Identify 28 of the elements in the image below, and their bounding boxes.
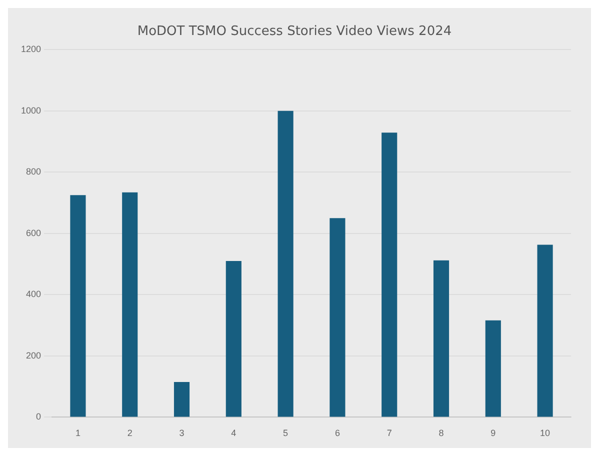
x-tick-label: 7 [386, 428, 392, 438]
bar [278, 110, 294, 417]
bar [382, 132, 398, 417]
y-tick-label: 1000 [20, 105, 42, 116]
bar [330, 218, 346, 417]
y-tick-label: 800 [26, 166, 42, 177]
x-tick-label: 4 [231, 428, 236, 438]
y-tick-label: 600 [26, 228, 42, 238]
y-tick-label: 200 [26, 350, 42, 360]
y-tick-label: 1200 [20, 44, 42, 54]
x-tick-label: 5 [283, 428, 288, 438]
bar [70, 195, 86, 417]
y-tick-label: 400 [26, 289, 42, 300]
bar [226, 260, 242, 417]
bar [485, 320, 501, 417]
bar [433, 260, 450, 417]
x-tick-label: 9 [490, 428, 496, 438]
bar [537, 244, 553, 417]
bar [174, 382, 190, 417]
x-tick-label: 8 [438, 428, 444, 438]
x-tick-label: 10 [540, 428, 550, 438]
x-tick-label: 3 [179, 428, 184, 438]
chart-title: MoDOT TSMO Success Stories Video Views 2024 [137, 24, 452, 40]
x-tick-label: 2 [127, 428, 132, 438]
x-tick-label: 1 [75, 428, 80, 438]
bar [122, 192, 138, 417]
x-tick-label: 6 [334, 428, 340, 438]
y-tick-label: 0 [36, 412, 42, 422]
